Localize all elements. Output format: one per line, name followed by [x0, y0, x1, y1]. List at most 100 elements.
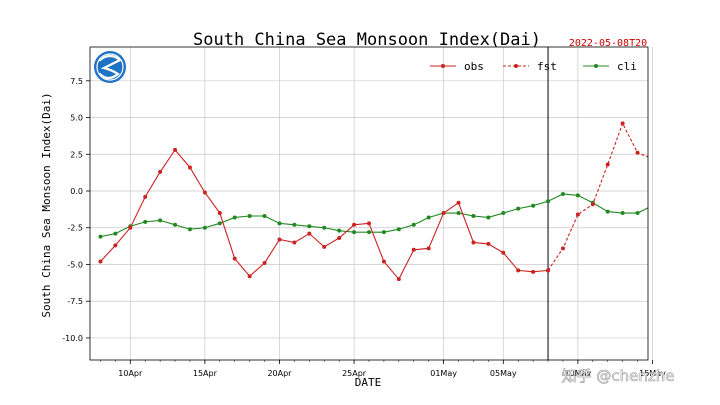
data-point-obs [292, 240, 297, 245]
legend-label-cli: cli [617, 60, 637, 73]
x-tick-label: 10May [565, 369, 592, 378]
plot-frame [89, 46, 649, 361]
data-point-fst [560, 246, 565, 251]
y-tick-label: -2.5 [67, 224, 83, 233]
data-point-obs [441, 211, 446, 216]
data-point-cli [516, 206, 521, 211]
data-point-obs [262, 261, 267, 266]
data-point-fst [590, 202, 595, 207]
data-point-cli [98, 234, 103, 239]
data-point-cli [620, 211, 625, 216]
x-tick-label: 15Apr [193, 369, 218, 378]
y-tick-label: -7.5 [67, 297, 83, 306]
data-point-cli [501, 211, 506, 216]
data-point-obs [352, 222, 357, 227]
data-point-fst [546, 268, 551, 273]
data-point-cli [247, 213, 252, 218]
data-point-cli [426, 215, 431, 220]
data-point-cli [605, 209, 610, 214]
data-point-obs [531, 269, 536, 274]
x-tick-label: 25Apr [342, 369, 367, 378]
cma-logo-icon [94, 51, 126, 83]
x-axis-label: DATE [355, 376, 382, 389]
data-point-cli [471, 213, 476, 218]
data-point-fst [635, 150, 640, 155]
legend-label-obs: obs [464, 60, 484, 73]
data-point-cli [187, 227, 192, 232]
data-point-obs [277, 237, 282, 242]
data-point-obs [486, 241, 491, 246]
data-point-cli [158, 218, 163, 223]
data-point-obs [187, 165, 192, 170]
data-point-cli [486, 215, 491, 220]
x-tick-label: 20Apr [267, 369, 292, 378]
data-point-fst [620, 121, 625, 126]
data-point-fst [605, 162, 610, 167]
y-tick-label: 2.5 [70, 150, 83, 159]
data-point-cli [322, 225, 327, 230]
legend-marker-fst [514, 64, 518, 68]
data-point-cli [337, 228, 342, 233]
data-point-obs [113, 243, 118, 248]
y-tick-label: -10.0 [62, 334, 83, 343]
y-tick-label: 5.0 [70, 114, 83, 123]
y-axis-label: South China Sea Monsoon Index(Dai) [40, 92, 53, 317]
data-point-cli [307, 224, 312, 229]
series-line-obs [100, 148, 549, 281]
data-point-cli [560, 191, 565, 196]
data-point-cli [575, 193, 580, 198]
data-point-cli [217, 221, 222, 226]
data-point-cli [695, 167, 699, 171]
data-point-fst [680, 199, 684, 203]
data-point-fst [665, 160, 669, 164]
data-point-obs [128, 225, 133, 230]
data-point-cli [292, 222, 297, 227]
legend-marker-obs [441, 64, 445, 68]
x-tick-label: 15May [639, 369, 666, 378]
data-point-obs [307, 231, 312, 236]
data-point-cli [381, 230, 386, 235]
data-point-obs [381, 259, 386, 264]
data-point-cli [173, 222, 178, 227]
x-tick-label: 05May [490, 369, 517, 378]
data-point-cli [665, 186, 669, 190]
data-point-obs [143, 194, 148, 199]
data-point-obs [247, 274, 252, 279]
data-point-obs [322, 244, 327, 249]
chart-title: South China Sea Monsoon Index(Dai) [193, 30, 541, 50]
data-point-obs [202, 190, 207, 195]
data-point-obs [501, 250, 506, 255]
data-point-cli [531, 203, 536, 208]
y-tick-label: 0.0 [70, 187, 83, 196]
data-point-cli [546, 199, 551, 204]
data-point-obs [396, 277, 401, 282]
axis-ticks: 7.5 5.0 2.5 0.0 -2.5 -5.0 -7.5 -10.0 10Apr 15Apr 2… [62, 77, 666, 378]
data-point-obs [173, 147, 178, 152]
data-point-obs [456, 200, 461, 205]
data-point-fst [575, 212, 580, 217]
data-point-cli [143, 219, 148, 224]
watermark: 知乎 @chenzhe [562, 367, 675, 385]
data-point-cli [635, 211, 640, 216]
x-tick-label: 10Apr [118, 369, 143, 378]
data-point-obs [426, 246, 431, 251]
data-point-cli [396, 227, 401, 232]
x-tick-label: 01May [430, 369, 457, 378]
data-point-cli [262, 213, 267, 218]
chart-datestamp: 2022-05-08T20 [569, 38, 647, 49]
data-point-cli [352, 230, 357, 235]
data-point-obs [516, 268, 521, 273]
data-point-cli [202, 225, 207, 230]
data-point-cli [232, 215, 237, 220]
data-point-cli [456, 211, 461, 216]
data-point-obs [411, 247, 416, 252]
legend-label-fst: fst [537, 60, 557, 73]
data-point-obs [158, 169, 163, 174]
data-point-obs [337, 236, 342, 241]
data-point-obs [232, 256, 237, 261]
data-point-cli [277, 221, 282, 226]
data-point-cli [367, 230, 371, 235]
data-point-obs [98, 259, 103, 264]
grid [90, 47, 653, 360]
